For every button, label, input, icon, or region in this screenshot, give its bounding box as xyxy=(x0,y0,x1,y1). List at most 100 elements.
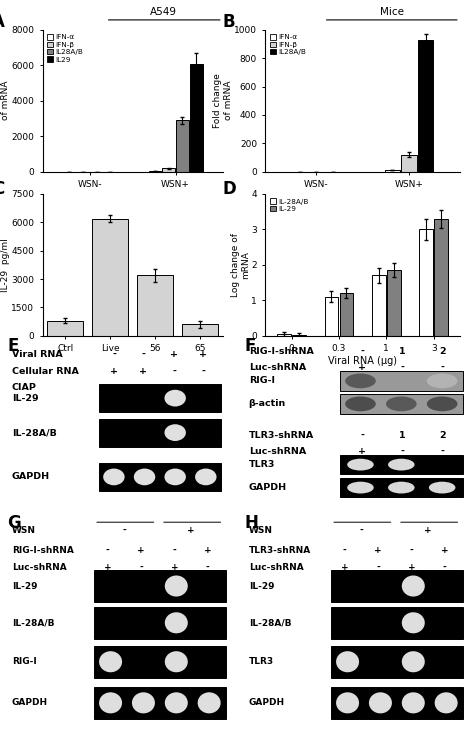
Text: -: - xyxy=(360,430,364,439)
Ellipse shape xyxy=(99,692,122,713)
Y-axis label: IL-29  pg/ml: IL-29 pg/ml xyxy=(1,238,10,292)
Text: -: - xyxy=(173,383,176,392)
Text: +: + xyxy=(204,546,211,555)
Text: -: - xyxy=(401,363,404,372)
Bar xyxy=(340,293,353,336)
Text: IL-28A/B: IL-28A/B xyxy=(12,428,56,437)
FancyBboxPatch shape xyxy=(99,384,221,412)
Ellipse shape xyxy=(402,612,425,633)
Text: -: - xyxy=(139,563,143,572)
Ellipse shape xyxy=(386,397,417,411)
Ellipse shape xyxy=(164,468,186,486)
Ellipse shape xyxy=(164,424,186,441)
Text: +: + xyxy=(199,350,207,359)
FancyBboxPatch shape xyxy=(94,686,226,719)
Text: +: + xyxy=(110,366,118,375)
Legend: IFN-α, IFN-β, IL28A/B: IFN-α, IFN-β, IL28A/B xyxy=(269,34,307,56)
Text: TLR3-shRNA: TLR3-shRNA xyxy=(249,430,314,439)
Bar xyxy=(419,230,433,336)
Text: -: - xyxy=(360,347,364,356)
Ellipse shape xyxy=(345,374,376,388)
Text: IL-29: IL-29 xyxy=(249,582,274,591)
Text: WSN: WSN xyxy=(249,527,273,536)
Text: Luc-shRNA: Luc-shRNA xyxy=(12,563,66,572)
Text: -: - xyxy=(441,363,445,372)
Bar xyxy=(47,321,83,336)
Text: Luc-shRNA: Luc-shRNA xyxy=(249,563,303,572)
Text: RIG-I-shRNA: RIG-I-shRNA xyxy=(12,546,73,555)
Ellipse shape xyxy=(336,692,359,713)
Text: IL-29: IL-29 xyxy=(12,582,37,591)
Text: 1: 1 xyxy=(399,430,406,439)
Text: IL-28A/B: IL-28A/B xyxy=(12,618,54,627)
Text: GAPDH: GAPDH xyxy=(249,698,285,707)
Text: TLR3-shRNA: TLR3-shRNA xyxy=(249,546,311,555)
Ellipse shape xyxy=(369,692,392,713)
Text: -: - xyxy=(206,563,210,572)
Text: +: + xyxy=(139,366,147,375)
Text: -: - xyxy=(122,527,126,536)
FancyBboxPatch shape xyxy=(340,394,463,414)
Text: -: - xyxy=(112,350,116,359)
Bar xyxy=(401,154,417,172)
Ellipse shape xyxy=(345,397,376,411)
Text: RIG-I: RIG-I xyxy=(249,377,275,386)
Text: F: F xyxy=(244,336,255,354)
Legend: IFN-α, IFN-β, IL28A/B, IL29: IFN-α, IFN-β, IL28A/B, IL29 xyxy=(46,34,84,63)
Text: H: H xyxy=(244,513,258,532)
Text: -: - xyxy=(343,546,346,555)
Text: GAPDH: GAPDH xyxy=(249,483,287,492)
Ellipse shape xyxy=(347,482,374,494)
Text: +: + xyxy=(199,383,207,392)
Text: +: + xyxy=(341,563,348,572)
Ellipse shape xyxy=(165,575,188,597)
Text: TLR3: TLR3 xyxy=(249,460,275,469)
Text: -: - xyxy=(359,527,363,536)
Bar xyxy=(190,63,202,172)
Ellipse shape xyxy=(386,374,417,388)
Ellipse shape xyxy=(132,692,155,713)
Text: -: - xyxy=(401,447,404,456)
Text: CIAP: CIAP xyxy=(12,383,36,392)
Text: -: - xyxy=(173,366,176,375)
Text: Viral RNA: Viral RNA xyxy=(12,350,63,359)
Text: +: + xyxy=(104,563,111,572)
Text: -: - xyxy=(201,366,205,375)
Text: -: - xyxy=(141,350,145,359)
Text: -: - xyxy=(443,563,447,572)
FancyBboxPatch shape xyxy=(94,606,226,639)
Text: +: + xyxy=(139,383,147,392)
Text: -: - xyxy=(106,546,109,555)
Ellipse shape xyxy=(134,468,155,486)
Text: Luc-shRNA: Luc-shRNA xyxy=(249,363,306,372)
Ellipse shape xyxy=(336,651,359,672)
Text: +: + xyxy=(441,546,448,555)
Ellipse shape xyxy=(427,397,457,411)
Text: +: + xyxy=(170,350,178,359)
Text: 1: 1 xyxy=(399,347,406,356)
Bar xyxy=(325,297,338,336)
Text: RIG-I-shRNA: RIG-I-shRNA xyxy=(249,347,314,356)
Y-axis label: Fold change
of mRNA: Fold change of mRNA xyxy=(0,73,10,128)
Ellipse shape xyxy=(388,482,415,494)
Text: Mice: Mice xyxy=(380,7,404,17)
Text: +: + xyxy=(374,546,382,555)
Legend: IL-28A/B, IL-29: IL-28A/B, IL-29 xyxy=(269,198,310,213)
Bar xyxy=(418,40,433,172)
Bar xyxy=(182,325,218,336)
FancyBboxPatch shape xyxy=(340,371,463,391)
Ellipse shape xyxy=(195,468,217,486)
Y-axis label: Fold change
of mRNA: Fold change of mRNA xyxy=(213,73,233,128)
Bar xyxy=(163,168,175,172)
Bar xyxy=(176,120,189,172)
Text: -: - xyxy=(173,546,176,555)
FancyBboxPatch shape xyxy=(99,419,221,447)
Bar xyxy=(372,275,385,336)
Ellipse shape xyxy=(165,612,188,633)
FancyBboxPatch shape xyxy=(331,570,463,602)
FancyBboxPatch shape xyxy=(94,570,226,602)
Text: -: - xyxy=(410,546,413,555)
Ellipse shape xyxy=(427,374,457,388)
FancyBboxPatch shape xyxy=(331,606,463,639)
Text: Cellular RNA: Cellular RNA xyxy=(12,366,79,375)
